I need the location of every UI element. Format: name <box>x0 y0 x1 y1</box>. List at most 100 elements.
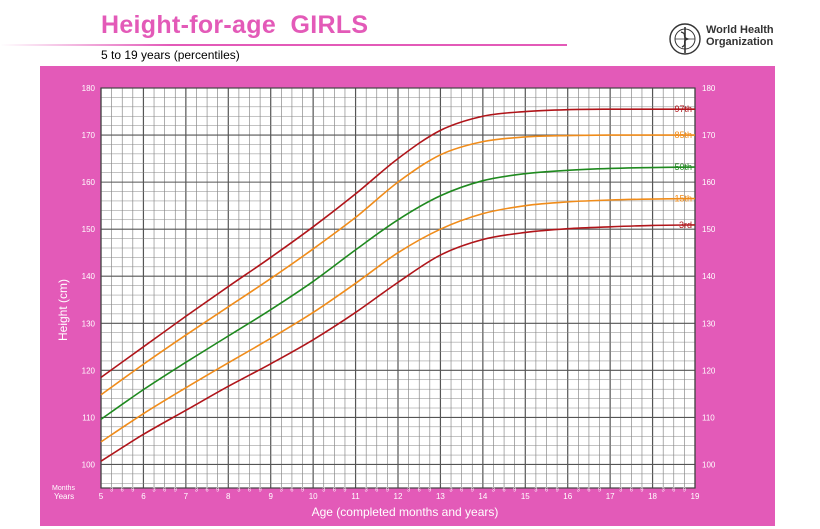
month-tick-label: 9 <box>343 488 346 494</box>
y-tick-label-right: 100 <box>702 460 716 469</box>
y-tick-label-left: 120 <box>82 366 96 375</box>
month-tick-label: 6 <box>163 488 166 494</box>
month-tick-label: 9 <box>386 488 389 494</box>
x-tick-label: 19 <box>691 492 700 501</box>
logo-line-1: World Health <box>706 24 774 36</box>
y-tick-labels-right: 100 110 120 130 140 150 160 170 180 <box>702 84 716 469</box>
y-axis-label: Height (cm) <box>56 279 70 341</box>
y-tick-label-left: 140 <box>82 272 96 281</box>
chart-title: Height-for-age GIRLS <box>101 11 369 39</box>
month-tick-label: 3 <box>153 488 156 494</box>
y-tick-label-right: 110 <box>702 413 715 422</box>
month-tick-label: 3 <box>237 488 240 494</box>
x-tick-label: 12 <box>394 492 403 501</box>
years-row-label: Years <box>54 492 74 501</box>
month-tick-label: 3 <box>322 488 325 494</box>
month-tick-label: 6 <box>290 488 293 494</box>
y-tick-label-left: 180 <box>82 84 96 93</box>
series-labels: 97th 85th 50th 15th 3rd <box>674 104 692 230</box>
month-tick-label: 9 <box>683 488 686 494</box>
x-tick-label: 18 <box>648 492 657 501</box>
y-tick-label-left: 170 <box>82 131 96 140</box>
month-tick-label: 6 <box>206 488 209 494</box>
month-tick-label: 9 <box>428 488 431 494</box>
month-tick-labels: 3 6 9 3 6 9 3 6 9 3 6 9 3 6 9 3 6 9 3 6 9 3 6 9 3 6 9 3 6 9 3 6 9 3 6 9 3 6 9 3… <box>110 488 686 494</box>
month-tick-label: 3 <box>450 488 453 494</box>
y-tick-label-right: 140 <box>702 272 716 281</box>
series-line-97th <box>100 108 695 379</box>
x-tick-label: 14 <box>478 492 487 501</box>
months-row-label: Months <box>52 485 75 492</box>
series-line-50th <box>100 166 696 420</box>
month-tick-label: 6 <box>375 488 378 494</box>
month-tick-label: 9 <box>598 488 601 494</box>
x-tick-label: 7 <box>184 492 189 501</box>
x-tick-label: 9 <box>268 492 273 501</box>
y-tick-label-left: 160 <box>82 178 96 187</box>
month-tick-label: 9 <box>216 488 219 494</box>
month-tick-label: 9 <box>301 488 304 494</box>
series-line-15th <box>100 197 696 443</box>
x-tick-label: 8 <box>226 492 231 501</box>
month-tick-label: 6 <box>672 488 675 494</box>
title-underline <box>0 44 567 46</box>
chart-panel: 100 110 120 130 140 150 160 170 180 100 110 120 130… <box>40 66 775 526</box>
series-label-97th: 97th <box>674 104 692 114</box>
series-label-3rd: 3rd <box>679 220 692 230</box>
month-tick-label: 6 <box>333 488 336 494</box>
percentile-curves <box>100 108 696 462</box>
x-tick-label: 11 <box>351 492 360 501</box>
y-tick-label-right: 120 <box>702 366 716 375</box>
month-tick-label: 3 <box>365 488 368 494</box>
month-tick-label: 6 <box>503 488 506 494</box>
month-tick-label: 6 <box>248 488 251 494</box>
plot-border <box>100 87 696 489</box>
month-tick-label: 3 <box>407 488 410 494</box>
who-emblem-icon <box>669 23 701 55</box>
month-tick-label: 3 <box>110 488 113 494</box>
y-tick-label-right: 130 <box>702 319 716 328</box>
y-tick-label-left: 100 <box>82 460 96 469</box>
series-line-85th <box>100 134 695 396</box>
month-tick-label: 9 <box>131 488 134 494</box>
x-tick-label: 15 <box>521 492 530 501</box>
x-axis-label: Age (completed months and years) <box>312 505 499 519</box>
month-tick-label: 9 <box>174 488 177 494</box>
y-tick-labels-left: 100 110 120 130 140 150 160 170 180 <box>82 84 96 469</box>
x-tick-label: 10 <box>309 492 318 501</box>
x-tick-label: 16 <box>563 492 572 501</box>
x-tick-labels: 5 6 7 8 9 10 11 12 13 14 15 16 17 18 19 <box>99 492 700 501</box>
y-tick-label-right: 160 <box>702 178 716 187</box>
month-tick-label: 3 <box>492 488 495 494</box>
month-tick-label: 3 <box>534 488 537 494</box>
y-tick-label-right: 170 <box>702 131 716 140</box>
series-line-3rd <box>100 224 696 462</box>
month-tick-label: 9 <box>556 488 559 494</box>
y-tick-label-right: 150 <box>702 225 716 234</box>
month-tick-label: 3 <box>619 488 622 494</box>
y-tick-label-left: 110 <box>82 413 95 422</box>
month-tick-label: 3 <box>577 488 580 494</box>
y-tick-label-left: 150 <box>82 225 96 234</box>
month-tick-label: 9 <box>471 488 474 494</box>
month-tick-label: 6 <box>630 488 633 494</box>
month-tick-label: 9 <box>259 488 262 494</box>
month-tick-label: 9 <box>513 488 516 494</box>
month-tick-label: 6 <box>545 488 548 494</box>
y-tick-label-right: 180 <box>702 84 716 93</box>
month-tick-label: 3 <box>195 488 198 494</box>
height-for-age-chart: 100 110 120 130 140 150 160 170 180 100 110 120 130… <box>52 84 716 519</box>
series-label-50th: 50th <box>674 162 692 172</box>
month-tick-label: 6 <box>121 488 124 494</box>
month-tick-label: 6 <box>418 488 421 494</box>
series-label-15th: 15th <box>674 194 692 204</box>
month-tick-label: 6 <box>460 488 463 494</box>
x-tick-label: 6 <box>141 492 146 501</box>
x-tick-label: 5 <box>99 492 104 501</box>
x-tick-label: 13 <box>436 492 445 501</box>
series-label-85th: 85th <box>674 130 692 140</box>
month-tick-label: 6 <box>587 488 590 494</box>
month-tick-label: 3 <box>280 488 283 494</box>
chart-subtitle: 5 to 19 years (percentiles) <box>101 48 240 62</box>
x-tick-label: 17 <box>606 492 615 501</box>
